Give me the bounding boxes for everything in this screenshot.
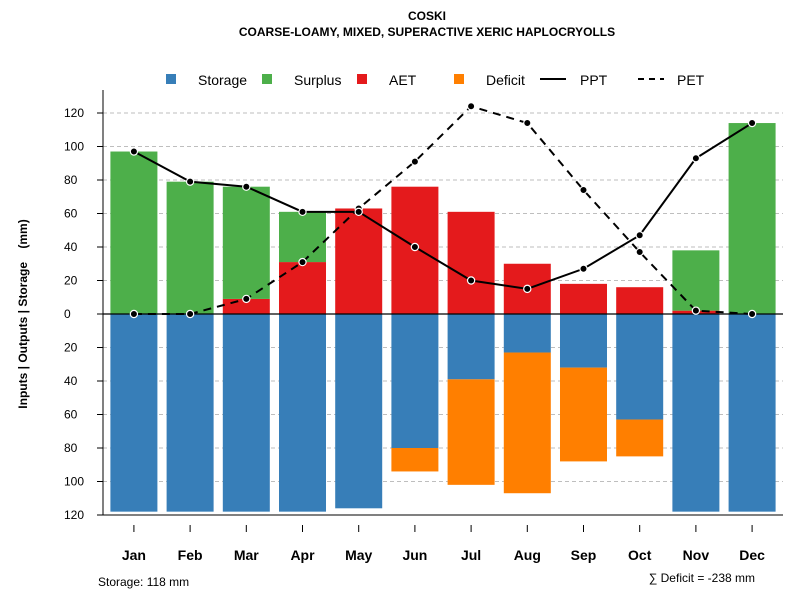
ppt-point (635, 231, 644, 240)
y-tick-label: 40 (64, 374, 78, 388)
bar-storage (672, 314, 720, 512)
ppt-point (410, 242, 420, 252)
legend-label-ppt: PPT (580, 72, 608, 88)
bar-storage (559, 314, 607, 368)
bar-surplus (110, 151, 158, 314)
bar-surplus (672, 250, 720, 311)
y-tick-label: 120 (64, 106, 84, 120)
chart-title-block: COSKI COARSE-LOAMY, MIXED, SUPERACTIVE X… (0, 8, 800, 40)
pet-line (133, 105, 753, 315)
y-tick-label: 80 (64, 441, 78, 455)
ppt-point (129, 147, 139, 156)
x-tick-label: Apr (290, 547, 315, 563)
legend-swatch-deficit (454, 74, 464, 84)
ppt-point (185, 177, 195, 186)
y-tick-label: 40 (64, 240, 78, 254)
x-tick-label: Oct (628, 547, 652, 563)
bar-storage (166, 314, 214, 512)
bar-storage (222, 314, 270, 512)
ppt-point (354, 207, 363, 217)
pet-point (410, 157, 420, 166)
x-tick-label: Aug (514, 547, 541, 563)
deficit-note: ∑ Deficit = -238 mm (649, 571, 755, 585)
legend-swatch-surplus (262, 74, 272, 84)
legend-label-aet: AET (389, 72, 417, 88)
x-tick-label: Jun (402, 547, 427, 563)
y-axis-label: Inputs | Outputs | Storage (mm) (16, 219, 30, 408)
ppt-point (579, 264, 588, 273)
x-tick-label: Nov (683, 547, 710, 563)
legend: Storage Surplus AET Deficit PPT PET (166, 72, 705, 88)
bar-aet (447, 211, 495, 314)
bar-storage (110, 314, 158, 512)
pet-point (635, 247, 644, 257)
x-tick-label: Dec (739, 547, 765, 563)
bar-storage (335, 314, 383, 509)
pet-point (129, 309, 139, 319)
legend-label-pet: PET (677, 72, 705, 88)
bar-aet (616, 287, 664, 314)
bar-surplus (166, 181, 214, 314)
chart-subtitle: COARSE-LOAMY, MIXED, SUPERACTIVE XERIC H… (238, 25, 616, 39)
x-tick-label: May (345, 547, 372, 563)
x-tick-label: Mar (234, 547, 259, 563)
ppt-point (523, 284, 532, 294)
ppt-point (242, 182, 251, 191)
pet-point (466, 102, 476, 111)
legend-label-storage: Storage (198, 72, 247, 88)
bar-storage (447, 314, 495, 380)
bar-storage (391, 314, 439, 448)
ppt-point (747, 118, 757, 128)
bar-deficit (616, 419, 664, 457)
pet-point (185, 309, 195, 319)
bars (110, 123, 776, 512)
y-tick-label: 20 (64, 274, 78, 288)
bar-deficit (447, 379, 495, 485)
pet-point (691, 306, 701, 315)
x-tick-label: Sep (571, 547, 597, 563)
y-tick-label: 100 (64, 475, 84, 489)
axes: 120 100 80 60 40 20 0 20 40 60 80 100 120 Jan Feb Mar Ap… (64, 90, 783, 563)
ppt-point (298, 207, 307, 217)
ppt-point (691, 154, 701, 163)
legend-label-surplus: Surplus (294, 72, 341, 88)
chart-title: COSKI (407, 9, 446, 23)
y-tick-label: 120 (64, 508, 84, 522)
x-tick-label: Feb (178, 547, 203, 563)
bar-surplus (728, 123, 776, 314)
bar-aet (559, 283, 607, 314)
bar-storage (503, 314, 551, 353)
bar-storage (728, 314, 776, 512)
ppt-line (133, 122, 753, 290)
x-tick-label: Jan (122, 547, 146, 563)
bar-deficit (559, 367, 607, 462)
bar-storage (616, 314, 664, 420)
bar-surplus (279, 211, 327, 263)
legend-swatch-storage (166, 74, 176, 84)
legend-label-deficit: Deficit (486, 72, 525, 88)
y-tick-label: 20 (64, 341, 78, 355)
pet-point (242, 294, 251, 304)
legend-swatch-aet (357, 74, 367, 84)
bar-aet (279, 262, 327, 314)
ppt-point (466, 276, 476, 285)
bar-storage (279, 314, 327, 512)
bar-deficit (503, 352, 551, 494)
y-tick-label: 60 (64, 408, 78, 422)
y-tick-label: 60 (64, 207, 78, 221)
bar-surplus (222, 186, 270, 299)
y-tick-label: 100 (64, 140, 84, 154)
bar-deficit (391, 448, 439, 472)
pet-point (747, 309, 757, 319)
storage-note: Storage: 118 mm (98, 575, 189, 589)
y-tick-label: 80 (64, 173, 78, 187)
pet-point (523, 118, 532, 128)
x-tick-label: Jul (461, 547, 481, 563)
pet-point (579, 185, 588, 195)
series-lines (129, 102, 757, 319)
bar-aet (335, 208, 383, 314)
pet-point (298, 257, 307, 267)
y-tick-label: 0 (64, 307, 71, 321)
